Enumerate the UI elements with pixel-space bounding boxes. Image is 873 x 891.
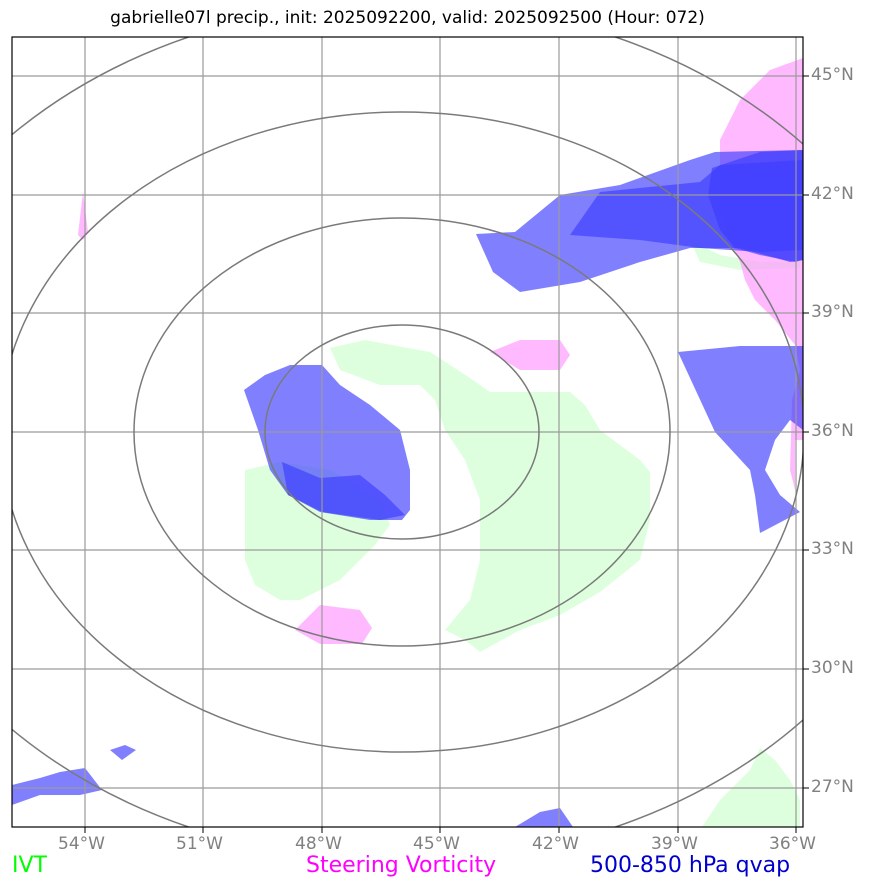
range-rings <box>12 37 803 827</box>
vorticity-region <box>295 605 372 644</box>
range-ring <box>133 217 671 647</box>
ivt-region <box>330 340 650 652</box>
range-ring <box>12 111 803 753</box>
ivt-layer <box>245 240 800 827</box>
tick-marks <box>84 75 809 833</box>
legend-qvap: 500-850 hPa qvap <box>590 853 791 878</box>
lat-label: 39°N <box>811 302 854 322</box>
lat-label: 27°N <box>811 777 854 797</box>
legend-steering-vorticity: Steering Vorticity <box>306 853 497 878</box>
range-ring <box>264 324 540 540</box>
qvap-region <box>678 346 803 533</box>
lon-label: 48°W <box>295 834 342 854</box>
qvap-region <box>282 462 405 520</box>
lat-label: 45°N <box>811 65 854 85</box>
lat-label: 42°N <box>811 184 854 204</box>
lon-label: 42°W <box>532 834 579 854</box>
lon-label: 51°W <box>176 834 223 854</box>
lon-label: 45°W <box>413 834 460 854</box>
qvap-layer <box>12 150 803 827</box>
graticule <box>12 37 803 827</box>
qvap-region <box>12 768 102 805</box>
qvap-region <box>110 745 136 760</box>
lat-label: 36°N <box>811 421 854 441</box>
lon-label: 39°W <box>651 834 698 854</box>
lon-label: 36°W <box>769 834 816 854</box>
lat-label: 30°N <box>811 658 854 678</box>
lat-label: 33°N <box>811 539 854 559</box>
vorticity-region <box>490 340 570 370</box>
lon-label: 54°W <box>58 834 105 854</box>
map-title: gabrielle07l precip., init: 2025092200, … <box>110 8 705 28</box>
legend-ivt: IVT <box>12 853 47 878</box>
qvap-region <box>708 150 803 262</box>
qvap-region <box>515 808 573 827</box>
